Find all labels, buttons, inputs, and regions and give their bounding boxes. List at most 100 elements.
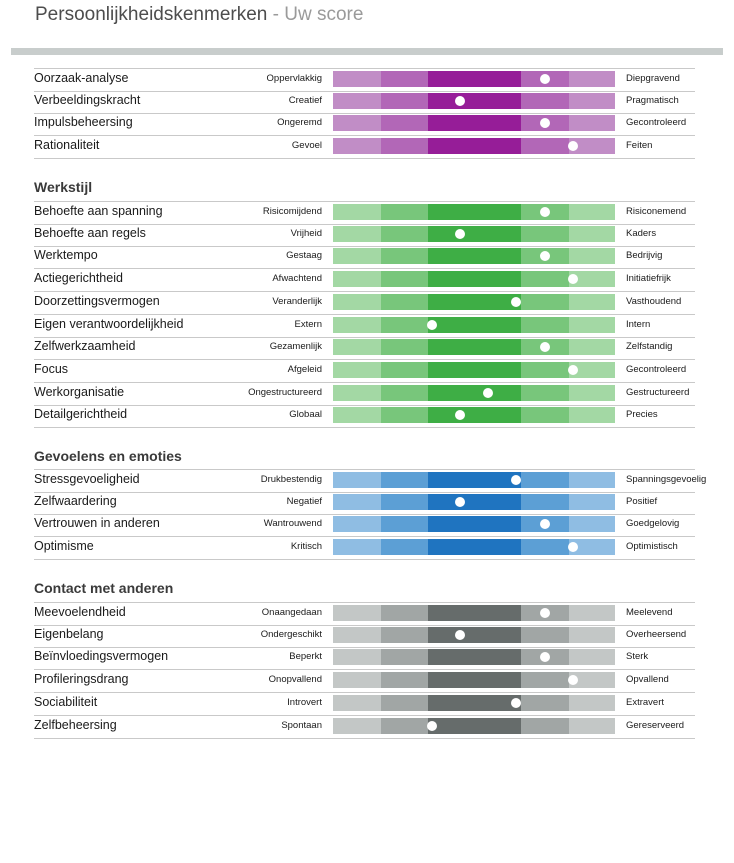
score-bar-segment bbox=[569, 384, 615, 401]
trait-left-pole: Onaangedaan bbox=[261, 607, 322, 618]
score-bar-segment bbox=[428, 605, 521, 621]
score-bar bbox=[333, 293, 615, 310]
score-bar bbox=[333, 384, 615, 401]
trait-name: Actiegerichtheid bbox=[34, 271, 123, 286]
score-bar-segment bbox=[569, 694, 615, 711]
trait-name: Optimisme bbox=[34, 539, 94, 554]
trait-row: Beïnvloedingsvermogen Beperkt Sterk bbox=[34, 647, 695, 671]
score-marker bbox=[511, 475, 522, 485]
score-marker bbox=[454, 629, 465, 640]
title-separator: - bbox=[267, 4, 285, 25]
score-bar-segment bbox=[381, 361, 428, 378]
score-marker bbox=[454, 496, 465, 507]
score-bar-segment bbox=[381, 516, 428, 533]
trait-left-pole: Onopvallend bbox=[268, 674, 322, 686]
score-bar-segment bbox=[333, 407, 381, 424]
score-bar-segment bbox=[428, 115, 521, 132]
score-bar-segment bbox=[381, 71, 428, 87]
score-bar-segment bbox=[428, 271, 521, 288]
score-bar-segment bbox=[381, 672, 428, 689]
score-bar-segment bbox=[381, 271, 428, 288]
score-bar bbox=[333, 271, 615, 288]
score-bar bbox=[333, 539, 615, 556]
trait-name: Meevoelendheid bbox=[34, 605, 126, 619]
trait-right-pole: Intern bbox=[626, 318, 651, 330]
score-bar bbox=[333, 138, 615, 155]
score-marker bbox=[539, 74, 550, 84]
score-bar bbox=[333, 204, 615, 220]
trait-right-pole: Gestructureerd bbox=[626, 386, 690, 398]
trait-name: Vertrouwen in anderen bbox=[34, 516, 160, 531]
trait-right-pole: Gereserveerd bbox=[626, 719, 685, 731]
score-bar-segment bbox=[333, 271, 381, 288]
score-bar-segment bbox=[521, 539, 569, 556]
score-bar-segment bbox=[428, 516, 521, 533]
score-bar-segment bbox=[521, 717, 569, 734]
score-bar-segment bbox=[521, 271, 569, 288]
score-bar-segment bbox=[333, 605, 381, 621]
trait-left-pole: Globaal bbox=[289, 409, 322, 421]
trait-left-pole: Wantrouwend bbox=[263, 518, 322, 530]
score-marker bbox=[567, 675, 578, 686]
trait-right-pole: Meelevend bbox=[626, 607, 673, 618]
score-bar-segment bbox=[381, 626, 428, 643]
score-bar bbox=[333, 626, 615, 643]
score-bar-segment bbox=[428, 407, 521, 424]
score-marker bbox=[539, 207, 550, 217]
score-bar bbox=[333, 316, 615, 333]
score-bar-segment bbox=[333, 717, 381, 734]
trait-right-pole: Spanningsgevoelig bbox=[626, 474, 707, 485]
trait-right-pole: Diepgravend bbox=[626, 73, 680, 84]
trait-row: Detailgerichtheid Globaal Precies bbox=[34, 405, 695, 429]
score-bar-segment bbox=[521, 225, 569, 242]
trait-row: Stressgevoeligheid Drukbestendig Spannings… bbox=[34, 469, 706, 493]
score-bar-segment bbox=[381, 293, 428, 310]
score-bar-segment bbox=[333, 539, 381, 556]
section-title: Gevoelens en emoties bbox=[34, 448, 182, 464]
trait-right-pole: Feiten bbox=[626, 140, 653, 152]
score-bar-segment bbox=[521, 361, 569, 378]
trait-name: Stressgevoeligheid bbox=[34, 472, 140, 486]
score-bar bbox=[333, 717, 615, 734]
trait-left-pole: Extern bbox=[294, 318, 322, 330]
score-bar-segment bbox=[428, 694, 521, 711]
trait-name: Eigen verantwoordelijkheid bbox=[34, 316, 184, 331]
score-bar-segment bbox=[428, 384, 521, 401]
score-marker bbox=[426, 720, 437, 731]
score-bar-segment bbox=[381, 316, 428, 333]
score-bar-segment bbox=[381, 248, 428, 265]
score-bar-segment bbox=[569, 605, 615, 621]
score-bar-segment bbox=[521, 384, 569, 401]
trait-name: Rationaliteit bbox=[34, 138, 100, 153]
trait-left-pole: Gezamenlijk bbox=[269, 341, 322, 353]
trait-left-pole: Kritisch bbox=[290, 541, 322, 553]
score-bar-segment bbox=[381, 407, 428, 424]
trait-row: Profileringsdrang Onopvallend Opvallend bbox=[34, 670, 695, 694]
trait-row: Zelfwaardering Negatief Positief bbox=[34, 492, 695, 515]
trait-left-pole: Introvert bbox=[287, 696, 322, 708]
score-marker bbox=[567, 141, 578, 152]
score-bar-segment bbox=[428, 204, 521, 220]
trait-left-pole: Afgeleid bbox=[287, 363, 322, 375]
score-bar-segment bbox=[333, 248, 381, 265]
trait-name: Zelfwaardering bbox=[34, 493, 117, 508]
score-bar bbox=[333, 605, 615, 621]
score-bar-segment bbox=[333, 384, 381, 401]
trait-right-pole: Positief bbox=[626, 495, 658, 507]
score-bar-segment bbox=[428, 472, 521, 488]
score-marker bbox=[539, 251, 550, 262]
trait-left-pole: Veranderlijk bbox=[272, 295, 322, 307]
trait-left-pole: Creatief bbox=[288, 94, 322, 106]
score-bar-segment bbox=[333, 225, 381, 242]
trait-right-pole: Gecontroleerd bbox=[626, 117, 687, 129]
score-bar bbox=[333, 225, 615, 242]
trait-right-pole: Extravert bbox=[626, 696, 665, 708]
score-bar-segment bbox=[381, 384, 428, 401]
score-bar-segment bbox=[569, 539, 615, 556]
score-bar-segment bbox=[381, 649, 428, 666]
score-bar-segment bbox=[428, 92, 521, 109]
score-bar-segment bbox=[333, 316, 381, 333]
score-bar-segment bbox=[333, 694, 381, 711]
trait-name: Profileringsdrang bbox=[34, 672, 129, 687]
score-bar-segment bbox=[381, 493, 428, 510]
